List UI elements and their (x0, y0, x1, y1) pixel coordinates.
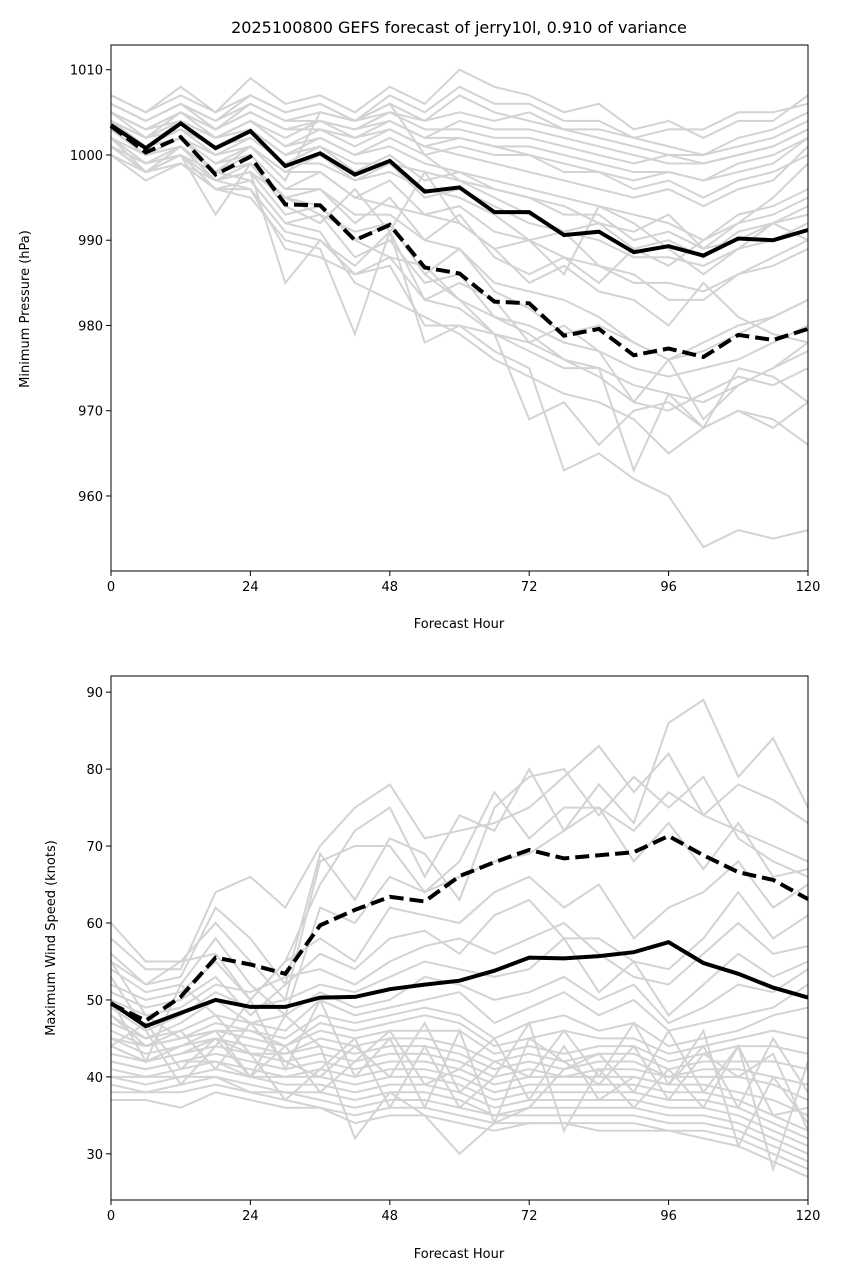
wind-member-line (110, 1060, 809, 1132)
wind-member-line (110, 744, 809, 971)
wind-y-tick-label: 50 (86, 994, 103, 1009)
pressure-member-line (110, 94, 809, 157)
pressure-member-line (110, 102, 809, 208)
pressure-member-line (110, 102, 809, 182)
pressure-member-line (110, 145, 809, 549)
wind-ensemble-mean-line (109, 940, 809, 1029)
wind-member-line (110, 1021, 809, 1149)
wind-mean-lines (109, 833, 809, 1029)
pressure-y-tick-label: 970 (78, 405, 103, 420)
wind-member-line (110, 890, 809, 1017)
pressure-member-line (110, 128, 809, 361)
pressure-member-line (110, 137, 809, 293)
wind-member-line (110, 767, 809, 987)
wind-y-ticks: 30 40 50 60 70 80 90 (86, 686, 111, 1163)
wind-member-line (110, 806, 809, 1018)
pressure-x-tick-label: 0 (107, 580, 115, 595)
pressure-x-tick-label: 48 (382, 580, 399, 595)
pressure-mean-lines (109, 120, 809, 360)
wind-x-ticks: 0 24 48 72 96 120 (107, 1200, 821, 1224)
wind-y-tick-label: 60 (86, 917, 103, 932)
wind-x-tick-label: 72 (521, 1209, 538, 1224)
wind-member-line (110, 1014, 809, 1110)
pressure-y-tick-label: 980 (78, 319, 103, 334)
pressure-y-tick-label: 960 (78, 490, 103, 505)
wind-y-tick-label: 70 (86, 840, 103, 855)
pressure-x-ticks: 0 24 48 72 96 120 (107, 571, 821, 595)
wind-member-line (110, 968, 809, 1040)
chart-title: 2025100800 GEFS forecast of jerry10l, 0.… (231, 18, 687, 37)
pressure-y-tick-label: 990 (78, 234, 103, 249)
wind-x-tick-label: 0 (107, 1209, 115, 1224)
wind-member-line (110, 1037, 809, 1071)
wind-member-line (110, 698, 809, 1002)
wind-ensemble-members (110, 698, 809, 1178)
wind-panel: 0 24 48 72 96 120 30 40 50 60 70 80 90 Forecast Hou… (44, 675, 821, 1262)
wind-member-line (110, 1006, 809, 1048)
wind-x-tick-label: 24 (242, 1209, 259, 1224)
pressure-x-axis-label: Forecast Hour (414, 617, 505, 632)
pressure-x-tick-label: 24 (242, 580, 259, 595)
pressure-member-line (110, 94, 809, 165)
wind-member-line (110, 983, 809, 1040)
wind-member-line (110, 976, 809, 1132)
pressure-y-tick-label: 1010 (70, 64, 103, 79)
wind-member-line (110, 960, 809, 1156)
pressure-member-line (110, 120, 809, 344)
pressure-x-tick-label: 96 (660, 580, 677, 595)
wind-weighted-mean-line (110, 833, 809, 1024)
pressure-y-tick-label: 1000 (70, 149, 103, 164)
wind-member-line (111, 1083, 809, 1171)
wind-y-tick-label: 40 (86, 1071, 103, 1086)
pressure-axes-frame (110, 44, 809, 572)
wind-x-tick-label: 120 (796, 1209, 821, 1224)
pressure-x-tick-label: 120 (796, 580, 821, 595)
wind-member-line (110, 921, 809, 1017)
wind-y-tick-label: 80 (86, 763, 103, 778)
wind-y-tick-label: 90 (86, 686, 103, 701)
wind-member-line (110, 1060, 809, 1140)
wind-x-tick-label: 96 (660, 1209, 677, 1224)
wind-member-line (110, 936, 809, 1032)
wind-member-line (110, 859, 809, 1002)
pressure-ensemble-mean-line (109, 120, 809, 258)
pressure-member-line (110, 85, 809, 139)
wind-x-axis-label: Forecast Hour (414, 1247, 505, 1262)
wind-y-axis-label: Maximum Wind Speed (knots) (44, 840, 59, 1036)
pressure-y-axis-label: Minimum Pressure (hPa) (18, 230, 33, 388)
wind-y-tick-label: 30 (86, 1148, 103, 1163)
wind-x-tick-label: 48 (382, 1209, 399, 1224)
pressure-x-tick-label: 72 (521, 580, 538, 595)
wind-member-line (110, 1075, 809, 1155)
wind-member-line (110, 790, 809, 1002)
wind-member-line (110, 1045, 809, 1101)
pressure-y-ticks: 960 970 980 990 1000 1010 (70, 64, 111, 505)
pressure-member-line (110, 111, 809, 250)
wind-axes-frame (110, 675, 809, 1201)
pressure-panel: 2025100800 GEFS forecast of jerry10l, 0.… (18, 18, 820, 632)
pressure-member-line (110, 137, 809, 455)
wind-member-line (110, 982, 809, 1173)
pressure-member-line (110, 111, 809, 242)
wind-member-line (111, 1091, 809, 1178)
pressure-member-line (110, 68, 809, 140)
pressure-weighted-mean-line (109, 124, 809, 360)
